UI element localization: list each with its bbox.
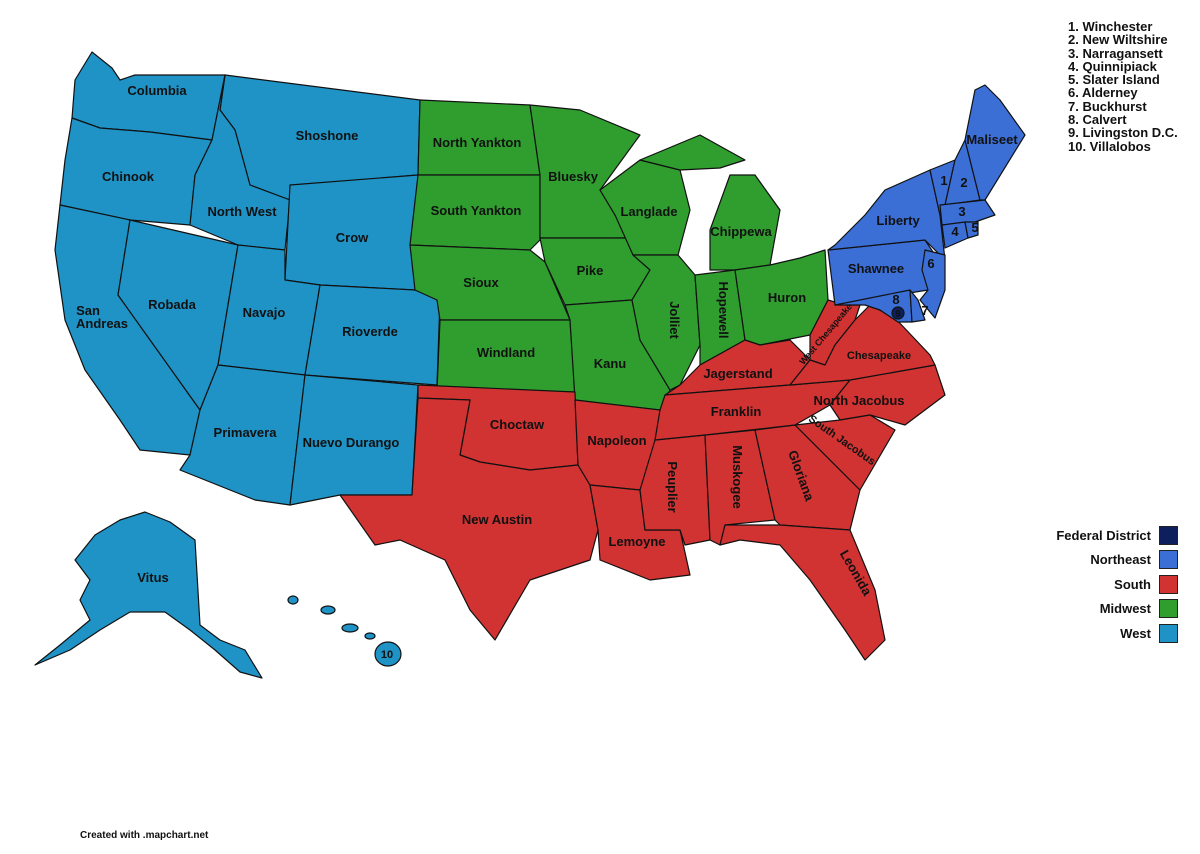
legend-swatch [1159, 550, 1178, 570]
label-3: 3 [958, 204, 965, 219]
label-huron: Huron [768, 290, 806, 305]
label-primavera: Primavera [214, 425, 278, 440]
key-item: 4. Quinnipiack [1068, 58, 1157, 74]
label-1: 1 [940, 173, 947, 188]
key-item: 8. Calvert [1068, 112, 1127, 128]
state-alderney[interactable] [919, 249, 946, 319]
state-chippewa-upper[interactable] [639, 134, 746, 171]
key-item: 7. Buckhurst [1068, 98, 1147, 114]
label-10: 10 [381, 649, 393, 661]
label-rioverde: Rioverde [342, 324, 398, 339]
label-north-jacobus: North Jacobus [813, 393, 904, 408]
legend-item-midwest: Midwest [1056, 597, 1178, 622]
label-san-andreas-1: San [76, 303, 100, 318]
label-nuevo-durango: Nuevo Durango [303, 435, 400, 450]
state-leonida[interactable] [719, 524, 886, 661]
state-south-yankton[interactable] [409, 174, 541, 251]
label-jolliet: Jolliet [667, 301, 682, 339]
state-south-jacobus[interactable] [794, 414, 896, 491]
label-san-andreas-2: Andreas [76, 316, 128, 331]
legend-swatch [1159, 574, 1178, 594]
state-buckhurst[interactable] [909, 289, 926, 323]
label-9: 9 [895, 309, 901, 320]
key-item: 2. New Wiltshire [1068, 32, 1168, 48]
state-chippewa[interactable] [709, 174, 781, 271]
label-muskogee: Muskogee [730, 445, 745, 509]
label-columbia: Columbia [127, 83, 187, 98]
label-jagerstand: Jagerstand [703, 366, 772, 381]
state-jolliet[interactable] [631, 254, 701, 391]
label-bluesky: Bluesky [548, 169, 599, 184]
label-7: 7 [921, 303, 928, 318]
legend-swatch [1159, 599, 1178, 619]
label-6: 6 [927, 256, 934, 271]
key-item: 3. Narragansett [1068, 45, 1163, 61]
label-hopewell: Hopewell [716, 281, 731, 338]
legend-swatch [1159, 525, 1178, 545]
numbered-key: 1. Winchester 2. New Wiltshire 3. Narrag… [1068, 20, 1178, 153]
state-slater-island[interactable] [964, 221, 979, 239]
label-chippewa: Chippewa [710, 224, 772, 239]
label-chinook: Chinook [102, 169, 155, 184]
label-north-yankton: North Yankton [433, 135, 522, 150]
state-livingston-dc[interactable] [891, 306, 905, 320]
state-vitus[interactable] [34, 511, 263, 679]
island-hawaii-2[interactable] [320, 605, 336, 615]
state-new-austin[interactable] [339, 397, 599, 641]
label-navajo: Navajo [243, 305, 286, 320]
label-south-yankton: South Yankton [431, 203, 522, 218]
label-shawnee: Shawnee [848, 261, 904, 276]
label-shoshone: Shoshone [296, 128, 359, 143]
label-crow: Crow [336, 230, 369, 245]
label-new-austin: New Austin [462, 512, 532, 527]
label-4: 4 [951, 224, 959, 239]
island-hawaii-4[interactable] [364, 632, 376, 640]
state-narragansett[interactable] [939, 199, 996, 226]
label-5: 5 [971, 220, 978, 235]
island-hawaii-3[interactable] [341, 623, 359, 633]
label-kanu: Kanu [594, 356, 627, 371]
island-villalobos[interactable] [374, 641, 402, 667]
key-item: 6. Alderney [1068, 85, 1138, 101]
label-8: 8 [892, 292, 899, 307]
label-north-west: North West [207, 204, 277, 219]
label-franklin: Franklin [711, 404, 762, 419]
key-item: 1. Winchester [1068, 19, 1153, 34]
legend-item-south: South [1056, 572, 1178, 597]
key-item: 10. Villalobos [1068, 138, 1151, 154]
key-item: 5. Slater Island [1068, 72, 1160, 88]
label-2: 2 [960, 175, 967, 190]
legend-swatch [1159, 623, 1178, 643]
legend-item-federal: Federal District [1056, 523, 1178, 548]
legend-item-northeast: Northeast [1056, 548, 1178, 573]
label-maliseet: Maliseet [966, 132, 1018, 147]
legend-item-west: West [1056, 621, 1178, 646]
label-choctaw: Choctaw [490, 417, 545, 432]
legend: Federal District Northeast South Midwest… [1056, 523, 1178, 646]
label-chesapeake: Chesapeake [847, 350, 911, 362]
label-vitus: Vitus [137, 570, 169, 585]
credit-text: Created with .mapchart.net [80, 830, 209, 841]
label-liberty: Liberty [876, 213, 920, 228]
label-sioux: Sioux [463, 275, 499, 290]
label-robada: Robada [148, 297, 196, 312]
label-langlade: Langlade [620, 204, 677, 219]
label-peuplier: Peuplier [665, 461, 680, 512]
label-lemoyne: Lemoyne [608, 534, 665, 549]
island-hawaii-1[interactable] [287, 595, 299, 605]
key-item: 9. Livingston D.C. [1068, 125, 1178, 141]
label-windland: Windland [477, 345, 535, 360]
label-pike: Pike [577, 263, 604, 278]
label-napoleon: Napoleon [587, 433, 646, 448]
